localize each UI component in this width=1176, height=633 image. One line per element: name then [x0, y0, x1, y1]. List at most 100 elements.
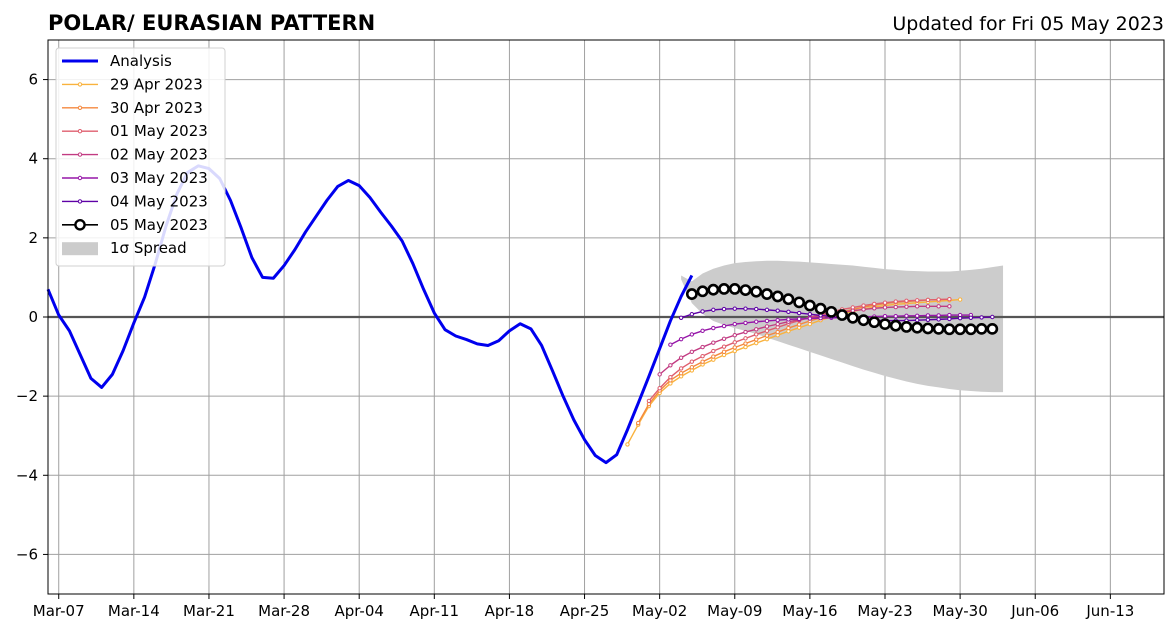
- forecast-point: [721, 344, 727, 349]
- x-tick-label: Mar-14: [108, 602, 160, 620]
- forecast-point: [700, 328, 705, 334]
- legend-marker: [77, 175, 83, 181]
- forecast-point: [796, 316, 802, 322]
- y-axis-ticks: −6 −4 −2 0 2 4 6: [16, 71, 48, 563]
- x-tick-label: Jun-06: [1010, 602, 1059, 620]
- forecast-point: [957, 297, 963, 302]
- forecast-point: [925, 304, 931, 309]
- forecast-point: [743, 329, 748, 335]
- legend-entry: Analysis: [62, 52, 172, 70]
- forecast-point: [721, 306, 727, 312]
- legend-marker: [77, 105, 83, 111]
- forecast-point: [775, 329, 780, 335]
- forecast-point: [796, 322, 802, 327]
- x-tick-label: Apr-11: [410, 602, 460, 620]
- legend-marker: [74, 218, 86, 231]
- forecast-point: [900, 320, 913, 333]
- x-tick-label: May-16: [782, 602, 837, 620]
- legend-entry: 30 Apr 2023: [62, 99, 203, 117]
- forecast-point: [868, 316, 881, 329]
- x-tick-label: May-02: [632, 602, 687, 620]
- forecast-point: [721, 349, 727, 355]
- forecast-series-6: [685, 283, 999, 336]
- forecast-point: [754, 337, 759, 342]
- forecast-point: [782, 293, 795, 306]
- forecast-point: [936, 297, 941, 302]
- forecast-point: [668, 374, 673, 380]
- forecast-point: [925, 317, 931, 322]
- x-tick-label: Apr-04: [334, 602, 384, 620]
- legend-label: 05 May 2023: [110, 216, 208, 234]
- y-tick-label: −2: [16, 387, 38, 405]
- forecast-point: [743, 336, 748, 341]
- x-tick-label: May-23: [857, 602, 912, 620]
- y-tick-label: 4: [28, 150, 38, 168]
- forecast-point: [761, 288, 773, 300]
- forecast-point: [678, 355, 684, 360]
- forecast-point: [889, 319, 902, 332]
- forecast-point: [689, 349, 695, 355]
- forecast-point: [700, 359, 705, 364]
- legend-label: 01 May 2023: [110, 122, 208, 140]
- forecast-point: [882, 300, 888, 305]
- forecast-point: [872, 306, 877, 311]
- x-tick-label: Jun-13: [1085, 602, 1134, 620]
- forecast-point: [846, 311, 859, 324]
- forecast-point: [793, 296, 806, 309]
- forecast-point: [882, 305, 888, 310]
- forecast-point: [635, 420, 641, 426]
- forecast-point: [696, 285, 709, 298]
- forecast-point: [947, 304, 952, 309]
- forecast-point: [739, 284, 752, 296]
- forecast-point: [775, 321, 780, 327]
- forecast-point: [904, 304, 909, 309]
- forecast-point: [850, 308, 856, 313]
- legend-label: Analysis: [110, 52, 172, 70]
- y-tick-label: −4: [16, 466, 38, 484]
- forecast-point: [678, 370, 684, 376]
- forecast-point: [914, 298, 920, 303]
- forecast-point: [678, 315, 684, 320]
- forecast-point: [646, 398, 652, 404]
- forecast-point: [836, 309, 848, 321]
- chart-subtitle: Updated for Fri 05 May 2023: [892, 13, 1164, 35]
- legend: Analysis 29 Apr 2023 30 Apr 2023 01 May 202…: [55, 47, 226, 267]
- forecast-series-2: [646, 296, 952, 404]
- forecast-point: [685, 288, 698, 300]
- forecast-point: [932, 322, 945, 335]
- forecast-point: [882, 314, 888, 319]
- forecast-point: [964, 323, 977, 336]
- forecast-point: [922, 322, 934, 335]
- forecast-point: [786, 309, 791, 315]
- forecast-point: [754, 332, 759, 337]
- forecast-point: [718, 283, 730, 295]
- forecast-point: [754, 306, 759, 312]
- forecast-point: [668, 342, 673, 347]
- forecast-point: [914, 313, 920, 319]
- forecast-point: [803, 299, 816, 312]
- legend-entry: 01 May 2023: [62, 122, 208, 140]
- forecast-point: [911, 321, 924, 334]
- forecast-point: [936, 313, 941, 318]
- forecast-point: [711, 354, 716, 359]
- forecast-point: [721, 336, 727, 341]
- forecast-point: [754, 319, 759, 324]
- forecast-point: [904, 313, 909, 319]
- y-tick-label: 0: [28, 308, 38, 326]
- forecast-point: [732, 340, 737, 345]
- forecast-point: [732, 345, 737, 350]
- forecast-point: [764, 318, 770, 324]
- x-tick-label: Mar-28: [258, 602, 310, 620]
- x-tick-label: Mar-21: [183, 602, 235, 620]
- forecast-point: [925, 313, 931, 318]
- forecast-point: [754, 327, 759, 332]
- forecast-point: [668, 363, 673, 368]
- legend-label: 03 May 2023: [110, 169, 208, 187]
- legend-marker: [77, 82, 83, 87]
- forecast-point: [764, 333, 770, 338]
- chart-title: POLAR/ EURASIAN PATTERN: [48, 11, 375, 35]
- legend-box: [55, 47, 226, 267]
- forecast-point: [786, 325, 791, 331]
- y-tick-label: 2: [28, 229, 38, 247]
- legend-entry: 29 Apr 2023: [62, 75, 203, 93]
